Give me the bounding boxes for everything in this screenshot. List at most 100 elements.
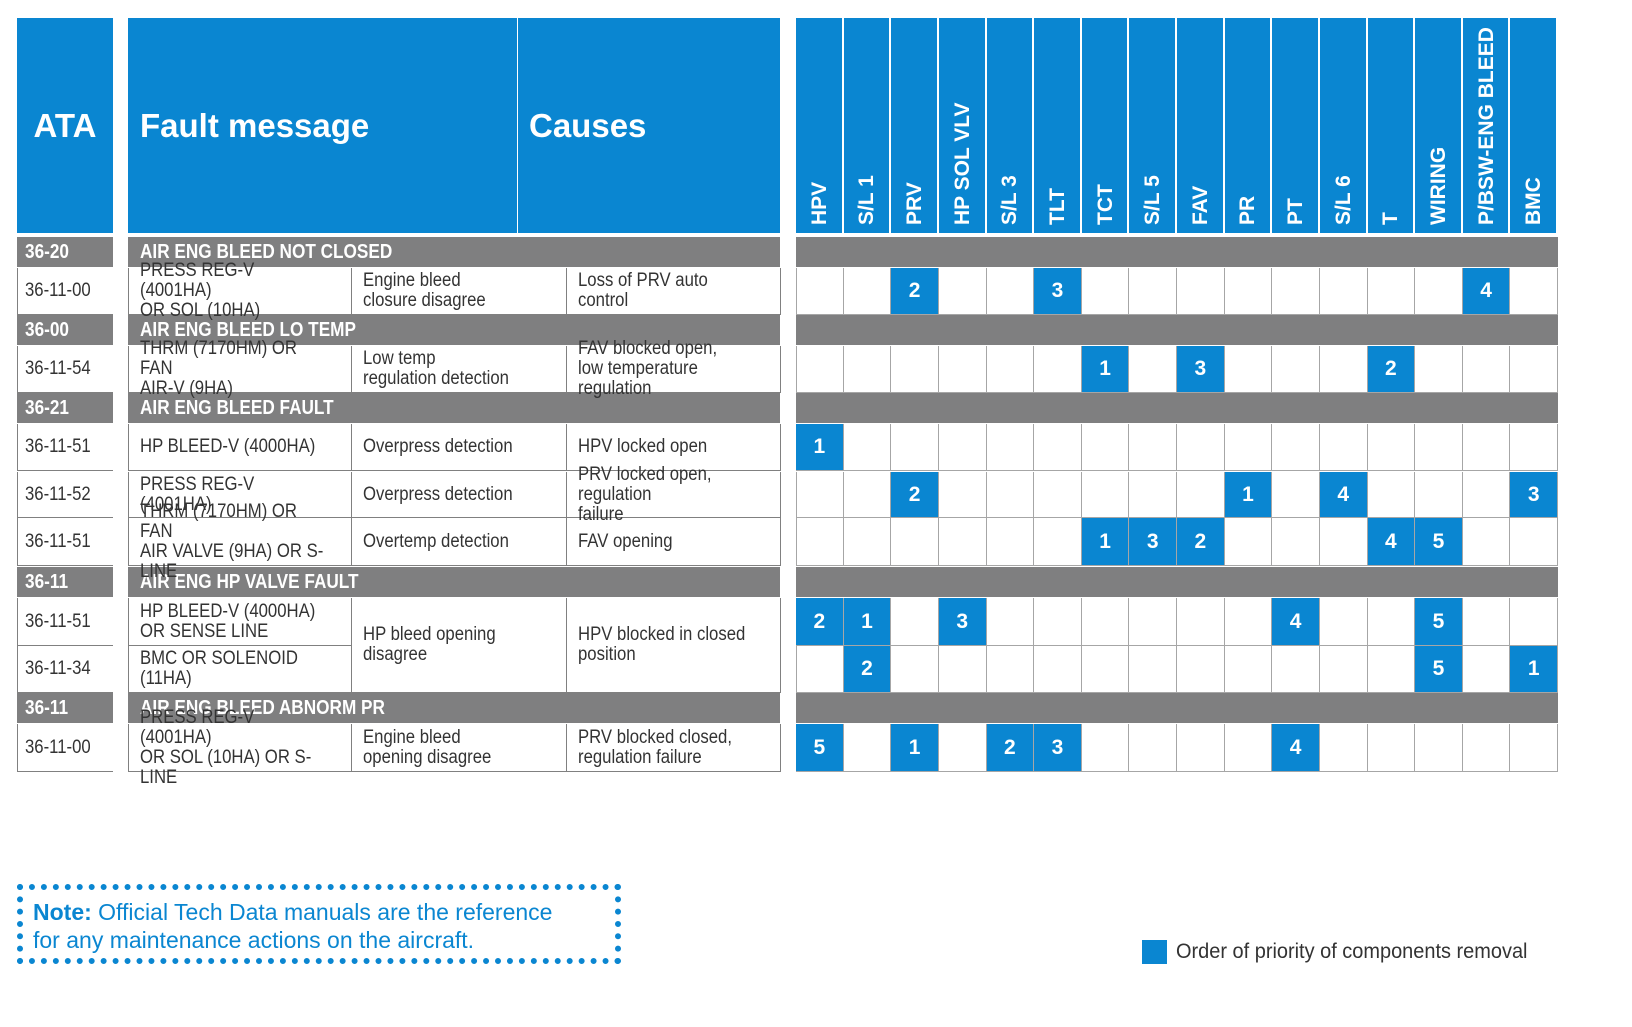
grid-cell [1081,268,1130,315]
grid-cell [1224,518,1273,566]
grid-cell [1510,518,1558,566]
row-component: PRESS REG-V (4001HA) OR SOL (10HA) OR S-… [140,706,312,788]
section-ata: 36-11 [17,693,113,723]
row-ata-cell: 36-11-51 [17,424,113,471]
grid-cell [938,346,987,393]
priority-mark: 3 [1034,268,1081,314]
grid-cell [1319,268,1368,315]
grid-cell [1367,724,1416,772]
component-header-13: WIRING [1415,18,1461,233]
grid-cell [1177,424,1225,471]
row-cause: Loss of PRV auto control [578,270,708,311]
row-component-cell: BMC OR SOLENOID (11HA) [128,646,351,693]
grid-cell [1462,424,1511,471]
row-fault-cell: Overtemp detection [351,518,566,566]
grid-cell [1177,472,1225,518]
row-cause-cell: PRV locked open, regulation failure [566,464,781,524]
grid-cell [1034,424,1082,471]
grid-cell [1224,472,1273,518]
grid-cell [843,646,892,693]
grid-cell [891,472,939,518]
row-component-cell: HP BLEED-V (4000HA) OR SENSE LINE [128,598,351,646]
row-cause: HPV locked open [578,436,708,457]
component-header-label: S/L 5 [1141,175,1165,225]
grid-cell [938,268,987,315]
grid-cell [1462,472,1511,518]
row-ata-cell: 36-11-00 [17,724,113,772]
grid-cell [1034,268,1082,315]
grid-cell [1462,268,1511,315]
note-line-1: Note: Official Tech Data manuals are the… [33,898,615,926]
grid-cell [796,472,844,518]
grid-cell [1367,424,1416,471]
grid-cell [1034,724,1082,772]
component-header-3: HP SOL VLV [938,18,985,233]
grid-cell [1272,346,1320,393]
component-header-label: TLT [1045,188,1069,225]
grid-cell [938,724,987,772]
priority-mark: 3 [938,598,986,645]
grid-cell [986,724,1035,772]
grid-cell [1034,646,1082,693]
grid-cell [796,518,844,566]
grid-cell [1367,518,1416,566]
row-ata-cell: 36-11-34 [17,646,113,693]
priority-mark: 1 [1081,518,1129,565]
grid-cell [1319,424,1368,471]
grid-cell [1129,472,1177,518]
grid-cell [986,518,1035,566]
row-ata-cell: 36-11-54 [17,346,113,393]
legend-text: Order of priority of components removal [1176,940,1528,963]
component-header-8: FAV [1177,18,1223,233]
note-label: Note: [33,899,92,925]
ata-header-label: ATA [33,106,97,144]
component-header-12: T [1367,18,1414,233]
component-header-9: PR [1224,18,1271,233]
grid-cell [1415,424,1463,471]
component-header-15: BMC [1510,18,1556,233]
section-title: AIR ENG HP VALVE FAULT [128,567,780,597]
priority-mark: 1 [1510,646,1557,692]
grid-cell [986,598,1035,646]
component-header-label: HP SOL VLV [950,102,974,225]
row-fault-cell: HP bleed opening disagree [351,598,566,693]
grid-cell [1319,646,1368,693]
section-ata: 36-20 [17,237,113,267]
grid-cell [1224,646,1273,693]
component-header-label: S/L 3 [998,175,1022,225]
grid-cell [891,268,939,315]
section-grid-bar [796,237,1558,267]
grid-cell [1367,646,1416,693]
row-component: BMC OR SOLENOID (11HA) [140,648,298,689]
row-ata-cell: 36-11-00 [17,268,113,315]
grid-cell [938,424,987,471]
component-header-11: S/L 6 [1319,18,1366,233]
row-component: HP BLEED-V (4000HA) OR SENSE LINE [140,600,316,642]
grid-cell [1081,646,1130,693]
grid-cell [1129,518,1177,566]
priority-mark: 2 [843,646,891,692]
grid-cell [1034,518,1082,566]
row-ata: 36-11-00 [25,280,91,301]
row-fault-cell: Engine bleed opening disagree [351,724,566,772]
grid-cell [843,472,892,518]
component-header-label: T [1379,212,1403,225]
component-header-label: S/L 6 [1331,175,1355,225]
section-ata: 36-21 [17,393,113,423]
grid-cell [1415,346,1463,393]
priority-mark: 4 [1462,268,1510,314]
grid-cell [1415,518,1463,566]
section-title: AIR ENG BLEED LO TEMP [128,315,780,345]
component-header-label: S/L 1 [855,175,879,225]
component-header-label: HPV [807,181,831,225]
section-title-label: AIR ENG BLEED FAULT [140,396,334,419]
row-cause-cell: FAV opening [566,518,781,566]
row-cause-cell: PRV blocked closed, regulation failure [566,724,781,772]
grid-cell [1415,472,1463,518]
row-fault: Overpress detection [363,483,513,505]
row-fault-cell: Low temp regulation detection [351,346,566,393]
priority-mark: 2 [796,598,843,645]
grid-cell [1272,646,1320,693]
row-ata: 36-11-51 [25,530,91,552]
row-ata: 36-11-54 [25,358,91,379]
